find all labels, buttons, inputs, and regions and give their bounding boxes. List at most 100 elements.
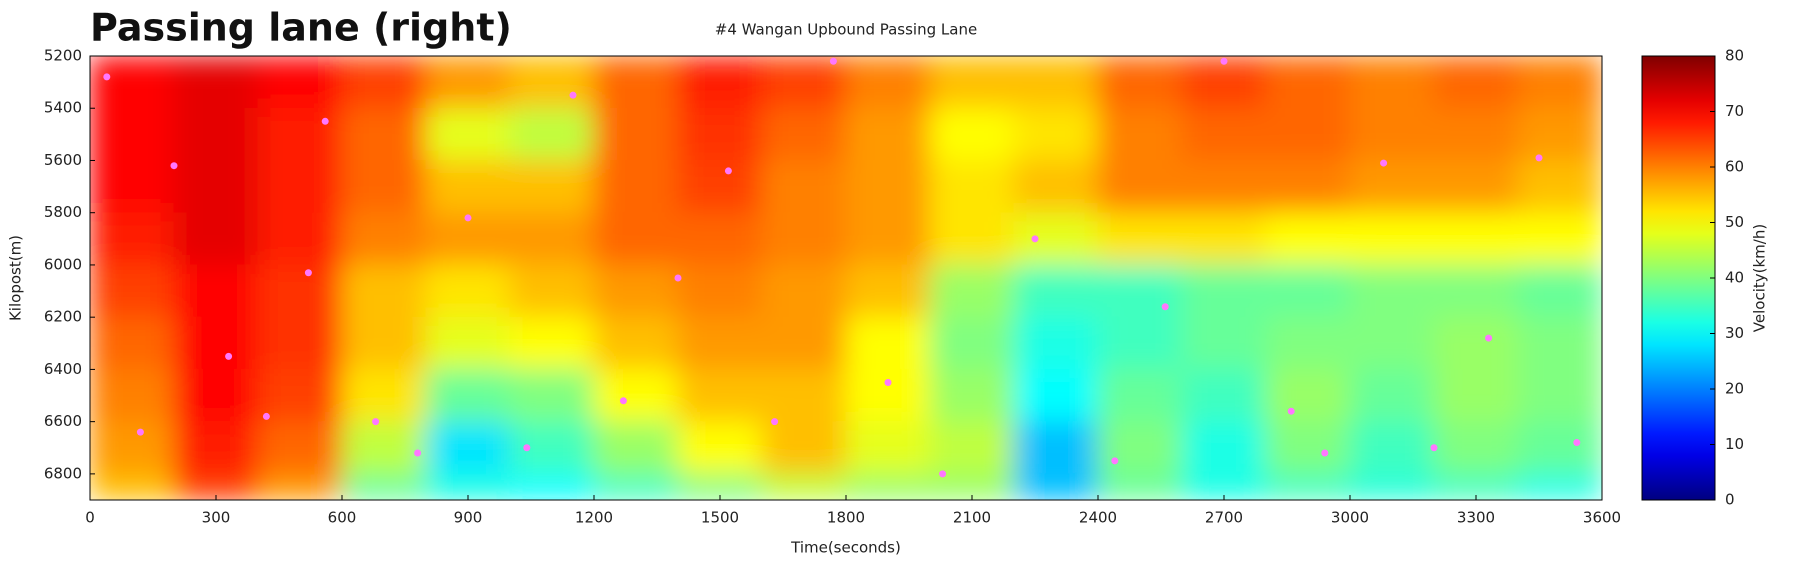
heatmap-cell (1265, 264, 1351, 318)
event-dot (1573, 439, 1581, 447)
heatmap-cell (929, 159, 1015, 214)
heatmap-cell (90, 264, 175, 318)
heatmap-cell (257, 159, 343, 214)
heatmap-cell (90, 316, 175, 370)
heatmap-cell (761, 421, 847, 475)
heatmap-cell (593, 159, 679, 214)
heatmap-cell (509, 368, 595, 423)
heatmap-cell (1265, 368, 1351, 423)
y-tick-label: 5600 (44, 151, 82, 169)
heatmap-cell (257, 421, 343, 475)
heatmap-cell (1433, 56, 1519, 109)
heatmap-cell (593, 264, 679, 318)
heatmap-cell (761, 264, 847, 318)
heatmap-cell (1181, 264, 1267, 318)
heatmap-cell (1517, 159, 1602, 214)
event-dot (619, 397, 627, 405)
heatmap-cell (1433, 159, 1519, 214)
heatmap-cell (90, 212, 175, 266)
heatmap-cell (1097, 159, 1183, 214)
heatmap-cell (761, 368, 847, 423)
heatmap-cell (1265, 212, 1351, 266)
heatmap-cell (257, 264, 343, 318)
event-dot (1287, 407, 1295, 415)
x-tick-label: 900 (454, 509, 483, 527)
x-tick-label: 2700 (1205, 509, 1243, 527)
heatmap-cell (929, 368, 1015, 423)
colorbar-tick-label: 40 (1725, 269, 1744, 287)
heatmap-cell (929, 264, 1015, 318)
heatmap-cell (929, 107, 1015, 161)
heatmap-cell (593, 316, 679, 370)
heatmap-cell (1013, 159, 1099, 214)
heatmap-cell (1097, 56, 1183, 109)
heatmap-cell (1181, 159, 1267, 214)
heatmap-cell (257, 212, 343, 266)
heatmap-cell (173, 421, 259, 475)
y-tick-label: 5800 (44, 203, 82, 221)
heatmap-cell (1265, 56, 1351, 109)
heatmap-cell (1013, 368, 1099, 423)
heatmap-cell (509, 421, 595, 475)
heatmap-cell (425, 159, 511, 214)
heatmap-cell (845, 107, 931, 161)
heatmap-cell (1265, 159, 1351, 214)
heatmap-cell (341, 368, 427, 423)
heatmap-cell (90, 473, 175, 500)
heatmap-cell (761, 316, 847, 370)
heatmap-cell (1013, 56, 1099, 109)
heatmap-cell (593, 421, 679, 475)
heatmap-cell (1097, 212, 1183, 266)
heatmap-cell (1517, 368, 1602, 423)
heatmap-cell (509, 56, 595, 109)
heatmap-cell (845, 316, 931, 370)
heatmap-cell (90, 107, 175, 161)
heatmap-cell (1181, 107, 1267, 161)
x-tick-label: 2400 (1079, 509, 1117, 527)
heatmap-cell (1097, 264, 1183, 318)
chart-title: Passing lane (right) (90, 6, 512, 50)
heatmap-cell (761, 56, 847, 109)
heatmap-cell (90, 159, 175, 214)
heatmap-cell (1349, 368, 1435, 423)
heatmap-cell (593, 473, 679, 500)
heatmap-cell (1517, 421, 1602, 475)
event-dot (1321, 449, 1329, 457)
x-tick-label: 1200 (575, 509, 613, 527)
heatmap-cell (425, 107, 511, 161)
heatmap-cell (845, 159, 931, 214)
heatmap-cell (929, 56, 1015, 109)
heatmap-cell (341, 264, 427, 318)
y-axis-label: Kilopost(m) (7, 235, 25, 321)
heatmap-cell (1349, 421, 1435, 475)
heatmap-cell (677, 212, 763, 266)
event-dot (225, 352, 233, 360)
heatmap-cell (90, 368, 175, 423)
colorbar-tick-label: 60 (1725, 158, 1744, 176)
heatmap-cell (1265, 107, 1351, 161)
event-dot (372, 418, 380, 426)
heatmap-cell (509, 159, 595, 214)
heatmap-cell (761, 212, 847, 266)
heatmap-cell (677, 368, 763, 423)
event-dot (1161, 303, 1169, 311)
heatmap-cell (341, 212, 427, 266)
heatmap-cell (173, 159, 259, 214)
event-dot (939, 470, 947, 478)
event-dot (136, 428, 144, 436)
y-tick-label: 6000 (44, 255, 82, 273)
heatmap-cell (1265, 421, 1351, 475)
event-dot (884, 378, 892, 386)
heatmap-cell (173, 264, 259, 318)
heatmap-cell (341, 421, 427, 475)
heatmap-cell (593, 107, 679, 161)
heatmap-cell (929, 316, 1015, 370)
heatmap-cell (341, 473, 427, 500)
y-tick-label: 5200 (44, 47, 82, 65)
event-dot (829, 57, 837, 65)
heatmap-cell (257, 56, 343, 109)
event-dot (304, 269, 312, 277)
colorbar-tick-label: 70 (1725, 102, 1744, 120)
heatmap (90, 56, 1602, 500)
heatmap-cell (1517, 56, 1602, 109)
